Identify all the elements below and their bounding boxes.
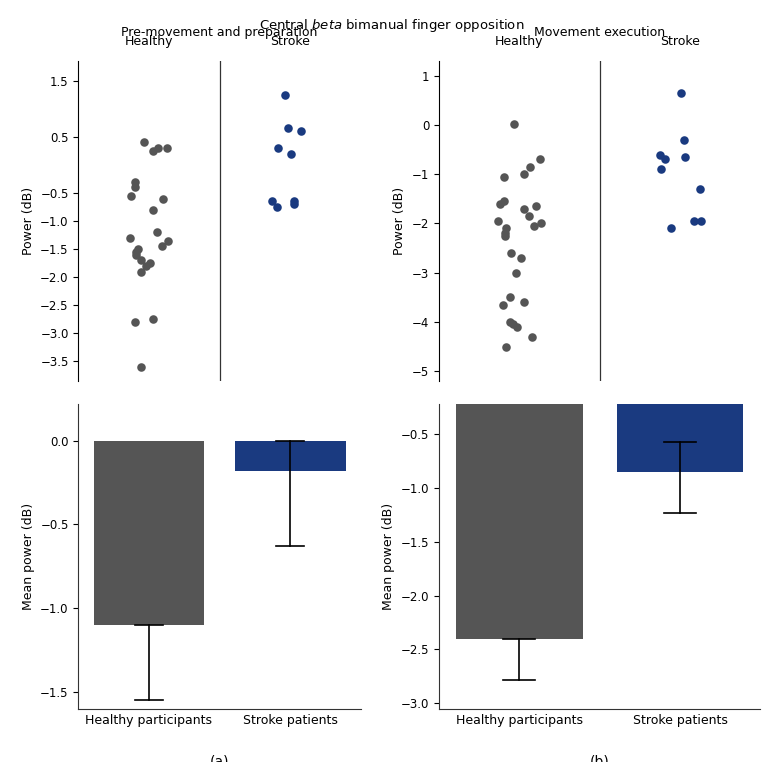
- Point: [278, 88, 291, 101]
- Point: [151, 226, 163, 239]
- Point: [288, 198, 300, 210]
- Point: [665, 223, 677, 235]
- Point: [518, 296, 531, 309]
- Y-axis label: Power (dB): Power (dB): [22, 187, 34, 255]
- Bar: [617, 380, 743, 472]
- Text: Central $\it{beta}$ bimanual finger opposition: Central $\it{beta}$ bimanual finger oppo…: [260, 17, 524, 34]
- Point: [678, 133, 691, 146]
- Point: [143, 257, 156, 269]
- Point: [694, 183, 706, 195]
- Bar: [234, 440, 346, 471]
- Point: [288, 195, 300, 207]
- Point: [528, 219, 541, 232]
- Point: [156, 240, 169, 252]
- Bar: [93, 440, 205, 625]
- Point: [125, 190, 138, 202]
- Point: [147, 203, 159, 216]
- Point: [295, 125, 307, 137]
- Point: [130, 248, 143, 261]
- Text: Stroke: Stroke: [270, 35, 310, 48]
- Point: [135, 361, 147, 373]
- Point: [688, 215, 700, 227]
- Point: [507, 319, 520, 331]
- Point: [492, 215, 504, 227]
- Point: [504, 291, 517, 303]
- Point: [129, 175, 142, 187]
- Point: [124, 232, 136, 244]
- Point: [526, 331, 539, 343]
- Point: [533, 153, 546, 165]
- Point: [498, 195, 510, 207]
- Text: Healthy: Healthy: [495, 35, 543, 48]
- Point: [161, 142, 173, 154]
- Point: [130, 246, 143, 258]
- Title: Pre-movement and preparation: Pre-movement and preparation: [122, 26, 318, 39]
- Point: [530, 200, 543, 213]
- Point: [511, 321, 524, 333]
- Point: [524, 161, 536, 173]
- Point: [499, 229, 511, 242]
- Point: [500, 223, 513, 235]
- Point: [499, 227, 511, 239]
- Point: [282, 122, 295, 134]
- Point: [285, 148, 297, 160]
- Point: [266, 195, 278, 207]
- Point: [659, 153, 672, 165]
- Point: [140, 260, 153, 272]
- Point: [653, 149, 666, 161]
- Y-axis label: Mean power (dB): Mean power (dB): [383, 503, 395, 610]
- Title: Movement execution: Movement execution: [534, 26, 666, 39]
- Point: [514, 251, 527, 264]
- Y-axis label: Mean power (dB): Mean power (dB): [22, 503, 34, 610]
- Point: [499, 341, 512, 353]
- Point: [517, 203, 530, 215]
- Text: Stroke: Stroke: [660, 35, 700, 48]
- Point: [695, 215, 707, 227]
- Point: [534, 217, 546, 229]
- Point: [132, 243, 144, 255]
- Point: [497, 299, 510, 311]
- Point: [674, 87, 687, 99]
- Point: [517, 168, 530, 181]
- Point: [272, 142, 285, 154]
- Point: [498, 171, 510, 183]
- Point: [138, 136, 151, 149]
- Point: [152, 142, 165, 154]
- Point: [522, 210, 535, 223]
- Point: [507, 118, 520, 130]
- Point: [270, 201, 283, 213]
- Point: [504, 247, 517, 259]
- Text: (b): (b): [590, 754, 610, 762]
- Point: [129, 181, 142, 194]
- Point: [157, 193, 169, 205]
- Y-axis label: Power (dB): Power (dB): [394, 187, 406, 255]
- Point: [493, 197, 506, 210]
- Bar: [456, 380, 583, 639]
- Point: [147, 313, 160, 325]
- Text: Healthy: Healthy: [125, 35, 173, 48]
- Point: [147, 145, 159, 157]
- Point: [655, 163, 667, 175]
- Point: [504, 315, 517, 328]
- Point: [510, 267, 523, 279]
- Point: [162, 235, 174, 247]
- Point: [134, 265, 147, 277]
- Point: [129, 316, 141, 328]
- Point: [679, 151, 691, 163]
- Point: [135, 255, 147, 267]
- Text: (a): (a): [210, 754, 229, 762]
